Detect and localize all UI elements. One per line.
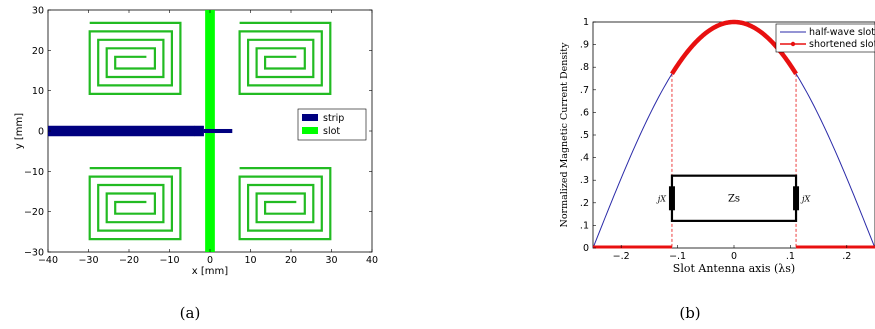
panel-a-marks bbox=[48, 10, 332, 252]
x-tick-label: .1 bbox=[786, 251, 795, 262]
spiral-resonator-3 bbox=[88, 167, 182, 241]
panel-b-x-axis-label: Slot Antenna axis (λs) bbox=[673, 262, 795, 275]
right-reactance-block bbox=[793, 186, 800, 211]
legend-label-half-wave-slot: half-wave slot bbox=[809, 27, 875, 38]
x-tick-label: 40 bbox=[366, 255, 378, 266]
y-tick-label: .4 bbox=[580, 153, 589, 164]
x-tick-label: −40 bbox=[38, 255, 58, 266]
legend-swatch-strip bbox=[302, 114, 318, 121]
spiral-resonator-4 bbox=[238, 167, 332, 241]
panel-b-plot-frame bbox=[592, 21, 875, 249]
x-tick-label: −30 bbox=[78, 255, 98, 266]
y-tick-label: .5 bbox=[580, 130, 589, 141]
y-tick-label: 30 bbox=[32, 6, 44, 17]
x-tick-label: 10 bbox=[244, 255, 256, 266]
x-tick-label: −20 bbox=[119, 255, 139, 266]
y-tick-label: .2 bbox=[580, 198, 589, 209]
legend-label-shortened-slot: shortened slot bbox=[809, 39, 875, 50]
panel-a-x-ticks: −40 −30 −20 −10 0 10 20 30 40 bbox=[38, 10, 378, 266]
y-tick-label: 20 bbox=[32, 46, 44, 57]
panel-a-caption: (a) bbox=[180, 304, 201, 322]
y-tick-label: .8 bbox=[580, 62, 589, 73]
legend-label-slot: slot bbox=[323, 126, 340, 137]
right-reactance-label: jX bbox=[800, 194, 810, 203]
x-tick-label: −10 bbox=[159, 255, 179, 266]
panel-a-y-ticks: −30 −20 −10 0 10 20 30 bbox=[24, 6, 372, 259]
left-reactance-label: jX bbox=[656, 194, 666, 203]
y-tick-label: 1 bbox=[583, 17, 589, 28]
legend-label-strip: strip bbox=[323, 113, 344, 124]
x-tick-label: 0 bbox=[207, 255, 213, 266]
panel-a-legend: strip slot bbox=[297, 108, 367, 141]
y-tick-label: −10 bbox=[24, 167, 44, 178]
panel-b-legend-box bbox=[775, 23, 875, 53]
series-shortened-slot-line bbox=[670, 19, 798, 76]
panel-b-y-axis-label: Normalized Magnetic Current Density bbox=[559, 42, 570, 228]
x-tick-label: .2 bbox=[842, 251, 851, 262]
strip-line bbox=[48, 125, 204, 137]
x-tick-label: 0 bbox=[731, 251, 737, 262]
panel-b-caption: (b) bbox=[679, 304, 700, 322]
y-tick-label: −30 bbox=[24, 248, 44, 259]
x-tick-label: −.2 bbox=[613, 251, 630, 262]
panel-b-y-ticks: 0 .1 .2 .3 .4 .5 .6 .7 .8 .9 1 bbox=[580, 17, 596, 254]
panel-b-chart: Zs jX jX −.2 −.1 0 .1 .2 0 .1 .2 .3 .4 .5 .6 .7 .8 .9… bbox=[559, 17, 875, 322]
y-tick-label: 0 bbox=[38, 127, 44, 138]
left-reactance-block bbox=[668, 186, 675, 211]
y-tick-label: .6 bbox=[580, 107, 589, 118]
spiral-resonator-1 bbox=[88, 21, 182, 95]
x-tick-label: −.1 bbox=[669, 251, 686, 262]
panel-b-circuit-diagram: Zs jX jX bbox=[656, 174, 811, 222]
y-tick-label: 0 bbox=[583, 243, 589, 254]
panel-b-legend: half-wave slot shortened slot bbox=[775, 23, 875, 53]
y-tick-label: .1 bbox=[580, 220, 589, 231]
panel-a-y-axis-label: y [mm] bbox=[14, 113, 25, 149]
x-tick-label: 20 bbox=[285, 255, 297, 266]
panel-b-x-ticks: −.2 −.1 0 .1 .2 bbox=[613, 245, 851, 262]
y-tick-label: .7 bbox=[580, 85, 589, 96]
y-tick-label: .3 bbox=[580, 175, 589, 186]
panel-a-x-axis-label: x [mm] bbox=[192, 266, 228, 277]
strip-tip bbox=[194, 125, 206, 137]
impedance-label: Zs bbox=[728, 193, 740, 204]
y-tick-label: 10 bbox=[32, 86, 44, 97]
strip-stub bbox=[203, 128, 233, 134]
x-tick-label: 30 bbox=[325, 255, 337, 266]
legend-marker-shortened-slot bbox=[790, 41, 796, 47]
y-tick-label: .9 bbox=[580, 40, 589, 51]
legend-swatch-slot bbox=[302, 127, 318, 134]
y-tick-label: −20 bbox=[24, 207, 44, 218]
spiral-resonator-2 bbox=[238, 21, 332, 95]
